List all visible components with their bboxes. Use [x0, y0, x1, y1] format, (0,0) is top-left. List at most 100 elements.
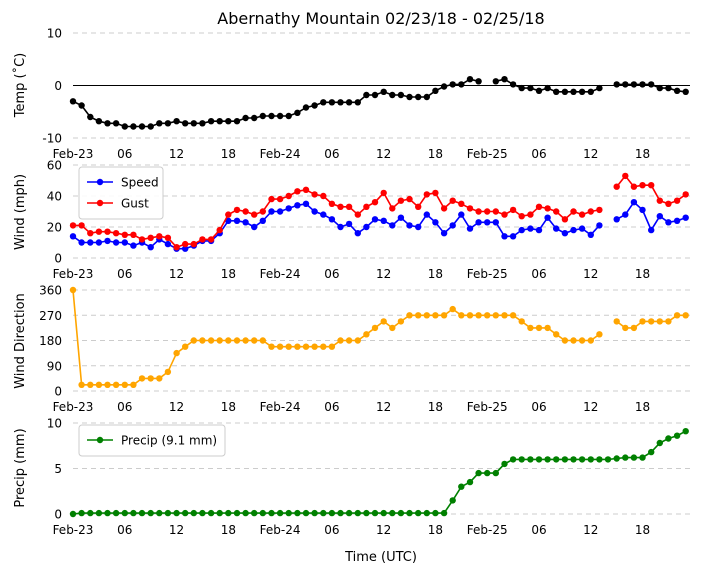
data-point — [130, 509, 137, 517]
x-tick-label: Feb-23 — [53, 523, 94, 537]
data-point — [276, 509, 284, 517]
y-tick-label: 270 — [39, 309, 62, 323]
data-point — [665, 219, 672, 226]
data-point — [225, 509, 232, 517]
legend-swatch-marker — [96, 436, 104, 444]
data-point — [130, 123, 137, 130]
data-point — [337, 337, 344, 344]
x-tick-label: 06 — [117, 400, 132, 414]
data-point — [138, 509, 146, 517]
x-tick-label: 12 — [583, 147, 598, 161]
data-point — [622, 454, 629, 461]
data-point — [406, 509, 413, 517]
data-point — [458, 200, 465, 207]
data-point — [251, 509, 258, 517]
data-point — [233, 118, 241, 125]
data-point — [484, 219, 491, 226]
data-point — [561, 216, 569, 223]
data-point — [173, 509, 180, 517]
data-point — [673, 432, 681, 439]
data-point — [69, 286, 77, 294]
x-tick-label: 18 — [428, 523, 443, 537]
data-point — [104, 381, 111, 388]
data-point — [112, 120, 120, 127]
data-point — [104, 120, 111, 127]
data-point — [354, 211, 361, 218]
data-point — [371, 216, 379, 223]
x-tick-label: Feb-24 — [260, 267, 301, 281]
x-tick-label: 06 — [324, 523, 339, 537]
data-point — [156, 233, 163, 240]
data-point — [225, 211, 232, 218]
data-point — [354, 230, 361, 237]
data-point — [78, 222, 85, 229]
data-point — [648, 318, 655, 325]
data-point — [302, 509, 310, 517]
data-point — [415, 93, 422, 101]
data-point — [78, 239, 85, 246]
data-point — [182, 240, 189, 248]
data-point — [570, 226, 577, 234]
data-point — [112, 239, 120, 246]
x-tick-label: 12 — [169, 523, 184, 537]
data-point — [147, 244, 154, 251]
data-point — [251, 114, 258, 122]
x-tick-label: Feb-25 — [467, 523, 508, 537]
data-point — [199, 120, 206, 127]
data-point — [104, 509, 111, 517]
data-point — [509, 233, 517, 240]
data-point — [561, 337, 569, 344]
data-point — [337, 223, 344, 231]
data-point — [147, 234, 154, 241]
data-point — [509, 206, 517, 214]
data-point — [78, 381, 85, 388]
data-point — [345, 220, 353, 228]
series-wind-1 — [69, 172, 689, 251]
data-point — [380, 509, 387, 517]
data-point — [285, 205, 292, 212]
y-tick-label: 60 — [47, 159, 62, 173]
data-point — [371, 199, 379, 206]
data-point — [259, 217, 266, 224]
data-point — [596, 222, 603, 229]
data-point — [302, 186, 310, 193]
data-point — [535, 324, 543, 332]
data-point — [251, 223, 258, 231]
y-axis-label: Temp (˚C) — [12, 53, 28, 119]
x-tick-label: 18 — [635, 523, 650, 537]
data-point — [190, 509, 197, 517]
data-point — [423, 509, 430, 517]
data-point — [518, 226, 525, 234]
data-point — [95, 239, 103, 246]
data-point — [432, 312, 439, 319]
data-point — [190, 120, 197, 127]
data-point — [233, 337, 241, 344]
data-point — [268, 195, 275, 203]
data-point — [432, 509, 439, 517]
data-point — [337, 99, 344, 106]
data-point — [363, 223, 370, 231]
data-point — [225, 118, 232, 125]
data-point — [112, 509, 120, 517]
y-axis-label: Wind Direction — [13, 293, 28, 389]
data-point — [182, 343, 189, 350]
x-tick-label: 06 — [531, 400, 546, 414]
data-point — [440, 83, 448, 90]
x-tick-label: 18 — [221, 147, 236, 161]
data-point — [233, 206, 241, 214]
data-point — [121, 381, 128, 388]
x-tick-label: 06 — [531, 267, 546, 281]
data-point — [242, 208, 249, 215]
data-point — [225, 337, 232, 344]
data-point — [578, 456, 586, 463]
data-point — [156, 509, 163, 517]
data-point — [596, 456, 603, 463]
data-point — [302, 343, 310, 350]
data-point — [363, 509, 370, 517]
data-point — [345, 99, 353, 106]
data-point — [466, 312, 474, 319]
data-point — [242, 219, 249, 226]
y-tick-label: -10 — [42, 132, 62, 146]
data-point — [648, 81, 655, 88]
x-tick-label: Feb-25 — [467, 400, 508, 414]
